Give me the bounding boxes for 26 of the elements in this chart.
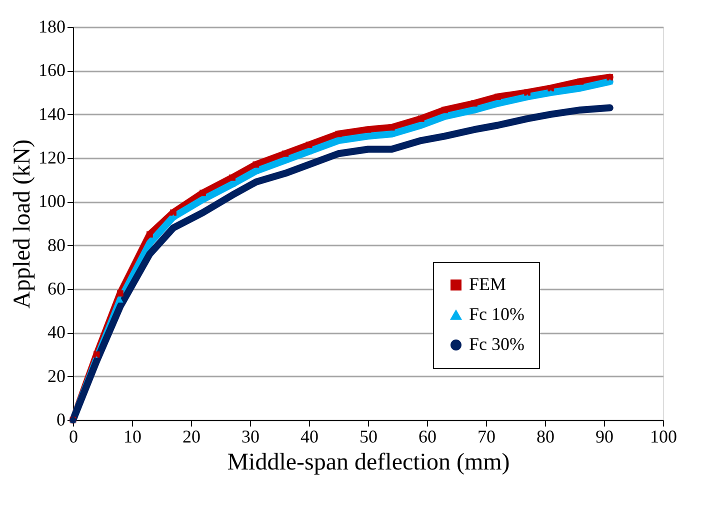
x-tick-label: 30 xyxy=(242,426,260,446)
legend-label: Fc 30% xyxy=(469,334,524,354)
y-tick-label: 100 xyxy=(38,191,66,212)
x-axis-title: Middle-span deflection (mm) xyxy=(227,450,510,476)
y-tick-label: 180 xyxy=(38,16,66,36)
x-tick-label: 50 xyxy=(360,426,378,446)
x-tick-label: 80 xyxy=(536,426,554,446)
y-tick-label: 60 xyxy=(48,278,66,298)
x-tick-label: 100 xyxy=(650,426,677,446)
y-tick-label: 160 xyxy=(38,60,66,80)
y-tick-label: 140 xyxy=(38,104,66,124)
legend-label: Fc 10% xyxy=(469,304,524,324)
x-tick-label: 70 xyxy=(478,426,496,446)
x-tick-label: 40 xyxy=(300,426,318,446)
x-tick-label: 0 xyxy=(69,426,78,446)
y-tick-label: 40 xyxy=(48,322,66,342)
y-tick-label: 20 xyxy=(48,366,66,386)
y-tick-label: 0 xyxy=(56,410,66,430)
y-axis-title: Appled load (kN) xyxy=(10,139,36,309)
x-tick-label: 10 xyxy=(124,426,142,446)
y-tick-label: 120 xyxy=(38,148,66,168)
x-tick-label: 20 xyxy=(182,426,200,446)
y-tick-label: 80 xyxy=(48,234,66,255)
legend-label: FEM xyxy=(469,274,506,294)
x-tick-label: 90 xyxy=(596,426,614,446)
x-tick-label: 60 xyxy=(418,426,436,446)
